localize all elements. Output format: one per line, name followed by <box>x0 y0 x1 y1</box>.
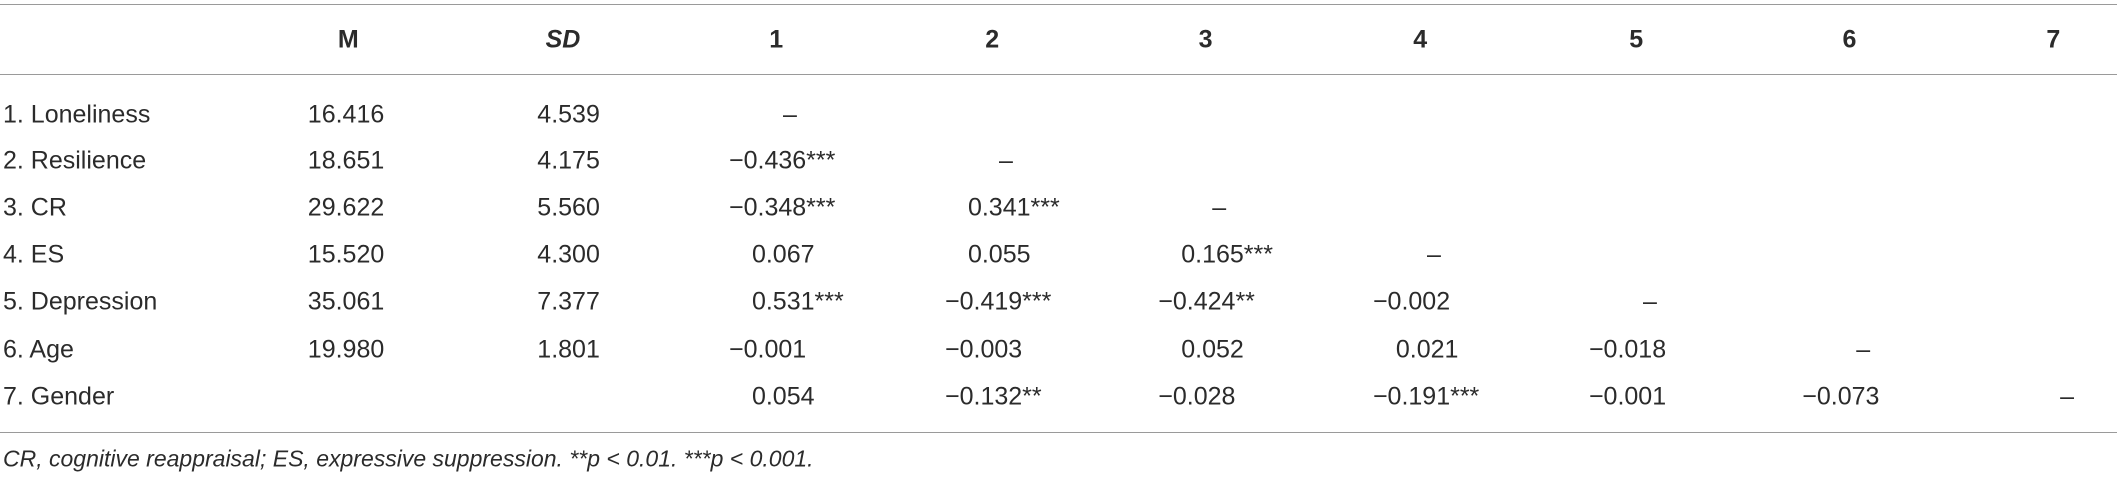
row-label: 3. CR <box>3 193 67 222</box>
row-label: 7. Gender <box>3 382 115 411</box>
table-cell: 16.416 <box>307 100 385 129</box>
column-header: 5 <box>1629 25 1644 54</box>
table-cell: 4.300 <box>537 240 600 269</box>
table-cell: – <box>1856 335 1871 364</box>
column-header: 1 <box>769 25 784 54</box>
column-header: 7 <box>2046 25 2061 54</box>
table-cell: – <box>1642 287 1657 316</box>
table-cell: 0.052 <box>1181 335 1244 364</box>
row-label: 1. Loneliness <box>3 100 151 129</box>
table-cell: 0.055 <box>967 240 1031 269</box>
table-cell: – <box>2060 382 2074 411</box>
column-header: SD <box>545 25 581 54</box>
row-label: 6. Age <box>3 335 74 364</box>
table-cell: 0.165*** <box>1181 240 1273 269</box>
table-cell: −0.419*** <box>945 287 1052 316</box>
table-cell: −0.191*** <box>1372 382 1480 411</box>
table-cell: 0.531*** <box>751 287 844 316</box>
row-label: 2. Resilience <box>3 146 147 175</box>
table-cell: −0.436*** <box>729 146 836 175</box>
column-header: 3 <box>1198 25 1213 54</box>
table-cell: 0.341*** <box>967 193 1060 222</box>
table-cell: 1.801 <box>537 335 600 364</box>
column-header: M <box>337 25 359 54</box>
table-cell: 29.622 <box>307 193 385 222</box>
table-cell: 4.175 <box>537 146 600 175</box>
table-cell: 18.651 <box>307 146 385 175</box>
table-cell: – <box>999 146 1013 175</box>
table-cell: 19.980 <box>307 335 385 364</box>
table-cell: 0.054 <box>751 382 815 411</box>
table-cell: 4.539 <box>537 100 600 129</box>
table-cell: 35.061 <box>307 287 385 316</box>
table-cell: – <box>1212 193 1227 222</box>
table-cell: – <box>783 100 797 129</box>
table-cell: – <box>1426 240 1441 269</box>
table-cell: −0.424** <box>1158 287 1255 316</box>
header-rule <box>0 74 2117 75</box>
table-cell: −0.018 <box>1588 335 1667 364</box>
table-cell: −0.001 <box>1588 382 1667 411</box>
table-cell: −0.028 <box>1158 382 1236 411</box>
table-cell: −0.348*** <box>729 193 836 222</box>
table-cell: 7.377 <box>537 287 600 316</box>
column-header: 6 <box>1842 25 1857 54</box>
top-rule <box>0 4 2117 5</box>
row-label: 4. ES <box>3 240 65 269</box>
table-cell: −0.002 <box>1372 287 1451 316</box>
table-cell: 15.520 <box>307 240 385 269</box>
table-cell: −0.073 <box>1802 382 1880 411</box>
table-cell: −0.132** <box>945 382 1042 411</box>
table-cell: 0.021 <box>1395 335 1459 364</box>
table-cell: −0.003 <box>945 335 1023 364</box>
column-header: 2 <box>985 25 1000 54</box>
row-label: 5. Depression <box>3 287 158 316</box>
table-cell: 0.067 <box>751 240 815 269</box>
column-header: 4 <box>1413 25 1428 54</box>
table-note: CR, cognitive reappraisal; ES, expressiv… <box>3 445 814 472</box>
table-cell: 5.560 <box>537 193 600 222</box>
table-cell: −0.001 <box>729 335 807 364</box>
bottom-rule <box>0 432 2117 433</box>
